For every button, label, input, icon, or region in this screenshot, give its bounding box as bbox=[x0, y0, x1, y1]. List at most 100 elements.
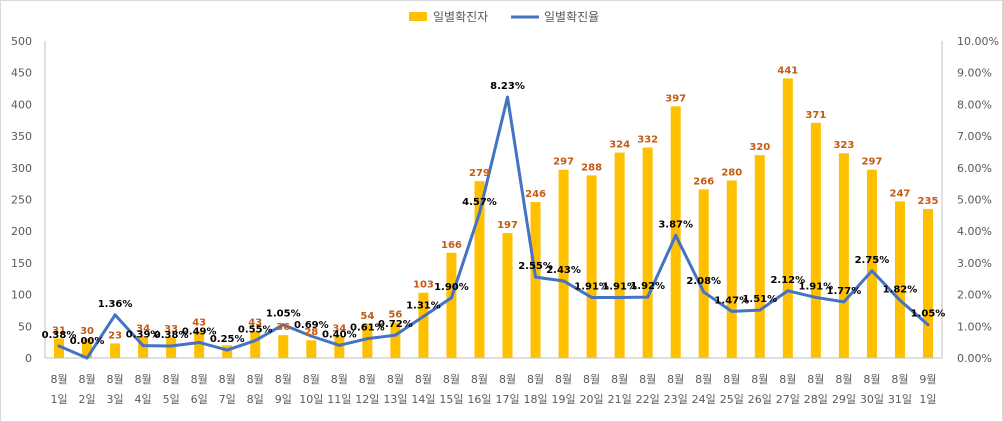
x-tick-day: 10일 bbox=[299, 392, 323, 406]
rate-value-label: 2.55% bbox=[518, 261, 553, 272]
bar-value-label: 28 bbox=[304, 327, 318, 338]
bar bbox=[54, 338, 65, 358]
rate-value-label: 0.39% bbox=[126, 330, 161, 341]
rate-value-label: 0.25% bbox=[210, 334, 245, 345]
rate-value-label: 1.05% bbox=[266, 309, 301, 320]
bar bbox=[222, 345, 233, 358]
bar bbox=[474, 181, 485, 358]
bar-value-label: 23 bbox=[108, 330, 122, 341]
rate-value-label: 1.91% bbox=[602, 281, 637, 292]
rate-point bbox=[477, 211, 481, 215]
rate-value-label: 8.23% bbox=[490, 81, 525, 92]
x-tick-month: 8월 bbox=[443, 373, 460, 386]
x-tick-day: 7일 bbox=[219, 392, 236, 406]
x-tick-month: 8월 bbox=[751, 373, 768, 386]
rate-point bbox=[197, 340, 201, 344]
x-tick-month: 8월 bbox=[275, 373, 292, 386]
y-right-tick: 7.00% bbox=[957, 130, 992, 143]
rate-value-label: 0.00% bbox=[70, 336, 105, 347]
y-left-tick: 350 bbox=[11, 130, 32, 143]
axes: 0 50 100 150 200 250 300 350 400 450 500 0.00% 1.00%… bbox=[11, 35, 999, 406]
bar bbox=[642, 147, 653, 358]
x-tick-day: 13일 bbox=[383, 392, 407, 406]
bar-value-label: 324 bbox=[609, 140, 630, 151]
data-labels: 31 30 23 34 33 43 43 36 28 34 54 56 103 166 279 197 246 2… bbox=[42, 65, 946, 347]
chart-legend: 일별확진자 일별확진율 bbox=[409, 10, 599, 24]
x-tick-month: 8월 bbox=[50, 373, 67, 386]
rate-point bbox=[898, 298, 902, 302]
bar bbox=[446, 252, 457, 358]
x-tick-day: 15일 bbox=[439, 392, 463, 406]
y-left-tick: 200 bbox=[11, 225, 32, 238]
x-tick-day: 25일 bbox=[720, 392, 744, 406]
bar bbox=[362, 323, 373, 358]
bar bbox=[250, 330, 261, 358]
rate-point bbox=[85, 356, 89, 360]
x-tick-day: 23일 bbox=[664, 392, 688, 406]
y-left-tick: 50 bbox=[18, 320, 32, 333]
bar bbox=[894, 201, 905, 358]
bar-value-label: 323 bbox=[833, 140, 854, 151]
bar-value-label: 397 bbox=[665, 93, 686, 104]
bar bbox=[670, 106, 681, 358]
bar bbox=[194, 330, 205, 358]
x-tick-day: 20일 bbox=[580, 392, 604, 406]
bar bbox=[166, 337, 177, 358]
rate-point bbox=[169, 344, 173, 348]
x-tick-month: 8월 bbox=[135, 373, 152, 386]
rate-value-label: 1.77% bbox=[827, 286, 862, 297]
rate-value-label: 2.43% bbox=[546, 265, 581, 276]
bar bbox=[614, 152, 625, 358]
rate-point bbox=[113, 313, 117, 317]
rate-value-label: 2.08% bbox=[686, 276, 721, 287]
rate-value-label: 0.38% bbox=[42, 330, 77, 341]
bar bbox=[782, 78, 793, 358]
x-tick-month: 8월 bbox=[471, 373, 488, 386]
bar-value-label: 34 bbox=[332, 323, 346, 334]
x-tick-month: 8월 bbox=[779, 373, 796, 386]
bar bbox=[754, 155, 765, 358]
x-tick-day: 14일 bbox=[411, 392, 435, 406]
bar-value-label: 332 bbox=[637, 135, 658, 146]
bar-value-label: 166 bbox=[441, 240, 462, 251]
bar-value-label: 280 bbox=[721, 167, 742, 178]
rate-point bbox=[506, 95, 510, 99]
rate-point bbox=[590, 295, 594, 299]
y-right-tick: 10.00% bbox=[957, 35, 999, 48]
x-tick-month: 8월 bbox=[527, 373, 544, 386]
bar-value-label: 279 bbox=[469, 168, 490, 179]
bar-value-label: 297 bbox=[861, 157, 882, 168]
bar bbox=[138, 336, 149, 358]
rate-value-label: 1.91% bbox=[799, 281, 834, 292]
legend-label-bar: 일별확진자 bbox=[433, 10, 488, 24]
bar-value-label: 235 bbox=[918, 196, 939, 207]
bar-value-label: 288 bbox=[581, 162, 602, 173]
rate-point bbox=[253, 339, 257, 343]
x-tick-month: 8월 bbox=[415, 373, 432, 386]
x-tick-day: 22일 bbox=[636, 392, 660, 406]
y-right-tick: 3.00% bbox=[957, 257, 992, 270]
x-tick-month: 8월 bbox=[891, 373, 908, 386]
x-tick-month: 8월 bbox=[863, 373, 880, 386]
x-tick-month: 8월 bbox=[555, 373, 572, 386]
x-tick-day: 3일 bbox=[107, 392, 124, 406]
bar-value-label: 371 bbox=[805, 110, 826, 121]
rate-value-label: 1.05% bbox=[911, 309, 946, 320]
bar-value-label: 297 bbox=[553, 157, 574, 168]
rate-value-label: 2.75% bbox=[855, 255, 890, 266]
rate-value-label: 0.49% bbox=[182, 326, 217, 337]
rate-value-label: 1.91% bbox=[574, 281, 609, 292]
bar bbox=[110, 343, 121, 358]
x-tick-month: 8월 bbox=[303, 373, 320, 386]
rate-value-label: 1.51% bbox=[742, 294, 777, 305]
x-tick-month: 8월 bbox=[247, 373, 264, 386]
bar bbox=[810, 122, 821, 358]
x-tick-day: 16일 bbox=[467, 392, 491, 406]
legend-label-line: 일별확진율 bbox=[544, 10, 599, 24]
bar bbox=[502, 233, 513, 358]
bar-value-label: 441 bbox=[777, 65, 798, 76]
y-right-tick: 6.00% bbox=[957, 162, 992, 175]
rate-point bbox=[225, 348, 229, 352]
